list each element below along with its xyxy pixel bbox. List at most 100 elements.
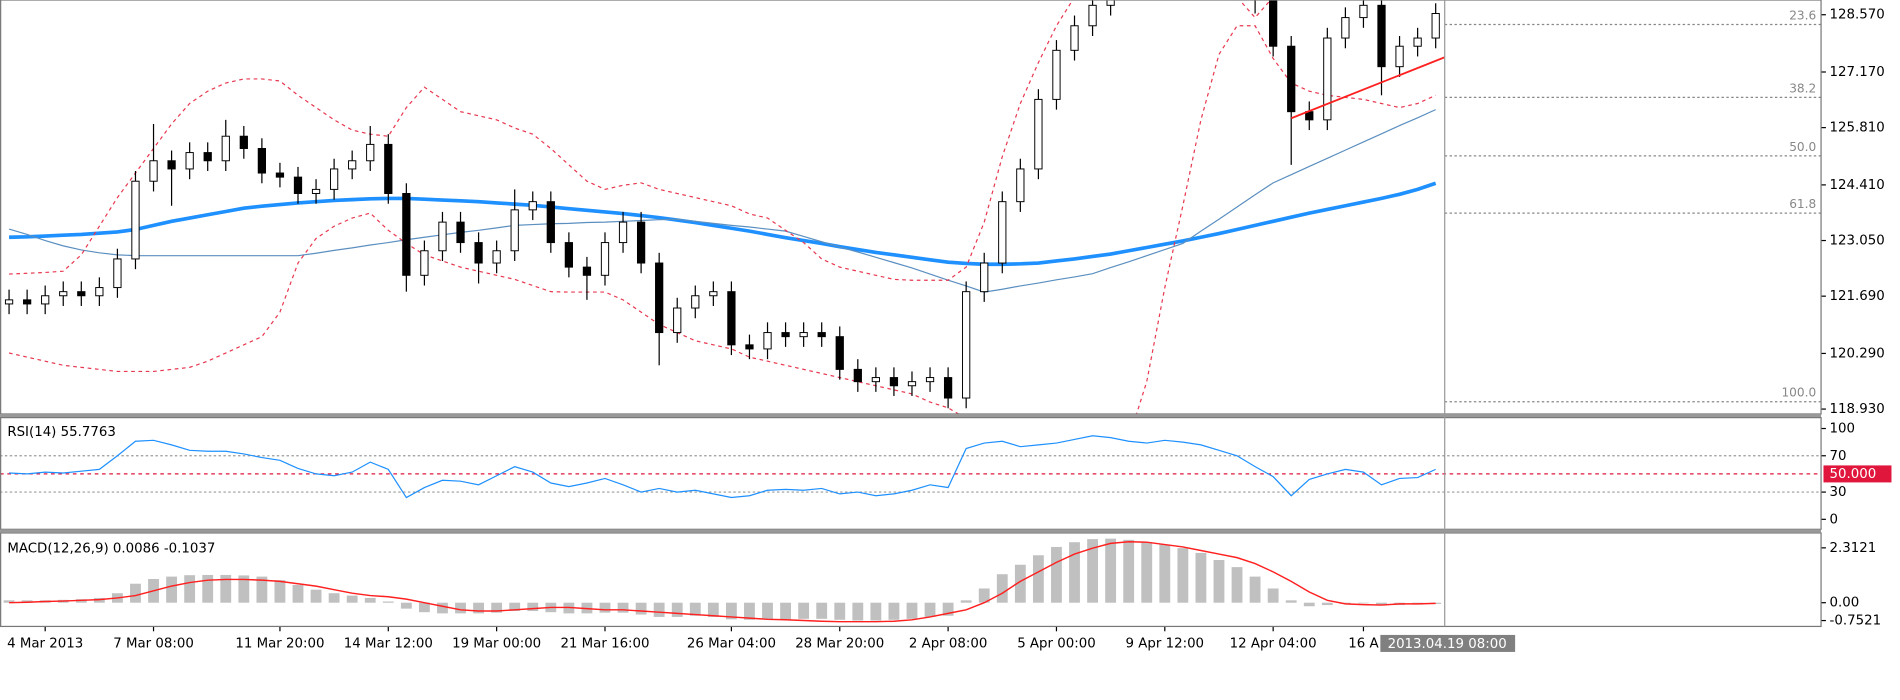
macd-bar (1303, 602, 1315, 607)
y-tick-label: 120.290 (1830, 346, 1885, 361)
candle-body (329, 168, 339, 190)
candle-body (203, 152, 212, 162)
level-label-box (1823, 465, 1892, 483)
candle-body (745, 344, 754, 350)
overlay-line (9, 0, 1272, 281)
macd-bar (1231, 567, 1243, 603)
macd-bar (1249, 576, 1261, 603)
macd-bar (617, 602, 629, 613)
macd-bar (960, 600, 972, 603)
candle-body (546, 201, 555, 244)
candle-body (655, 262, 664, 334)
candle-body (185, 152, 194, 170)
macd-bar (1195, 552, 1207, 603)
y-tick-label: 128.570 (1830, 8, 1885, 23)
macd-bar (1032, 555, 1044, 603)
macd-bar (1159, 544, 1171, 603)
candle-body (1395, 45, 1404, 68)
candle-body (1413, 37, 1422, 47)
candle-body (763, 332, 772, 350)
indicator-title: MACD(12,26,9) 0.0086 -0.1037 (7, 542, 215, 557)
y-tick-label: 100 (1830, 422, 1855, 437)
macd-bar (256, 576, 268, 603)
macd-bar (473, 602, 485, 614)
candle-body (1287, 45, 1296, 113)
candle-body (113, 258, 122, 289)
macd-bar (400, 602, 412, 609)
signal-line (9, 540, 1436, 623)
candle-body (4, 299, 14, 305)
macd-bar (978, 588, 990, 603)
macd-bar (1051, 546, 1062, 603)
x-tick-label: 9 Apr 12:00 (1126, 636, 1205, 651)
fib-label: 50.0 (1789, 140, 1816, 154)
x-tick-label: 26 Mar 04:00 (687, 636, 776, 651)
x-tick-label: 28 Mar 20:00 (795, 636, 884, 651)
candle-body (41, 295, 50, 305)
candle-body (980, 262, 989, 293)
macd-bar (1358, 602, 1369, 604)
candle-body (348, 160, 357, 170)
candle-body (366, 143, 375, 162)
y-tick-label: 70 (1830, 449, 1847, 464)
candle-body (835, 336, 844, 370)
y-tick-label: 123.050 (1830, 234, 1885, 249)
candle-body (1034, 98, 1043, 170)
macd-bar (527, 602, 539, 612)
macd-bar (310, 589, 322, 603)
macd-bar (1087, 539, 1098, 603)
y-tick-label: 124.410 (1830, 178, 1885, 193)
macd-bar (166, 576, 178, 603)
candle-body (871, 377, 880, 383)
macd-bar (364, 597, 376, 603)
candle-body (636, 221, 646, 264)
candle-body (781, 332, 790, 338)
macd-bar (816, 602, 828, 619)
macd-bar (780, 602, 791, 620)
macd-bar (274, 580, 286, 603)
y-tick-label: 118.930 (1830, 402, 1885, 417)
candle-body (1341, 17, 1350, 39)
candle-body (673, 307, 682, 334)
candle-body (384, 143, 393, 194)
macd-bar (1177, 548, 1189, 603)
macd-bar (1267, 588, 1279, 603)
y-tick-label: 30 (1830, 485, 1847, 500)
macd-bar (942, 602, 954, 616)
macd-bar (1123, 539, 1135, 603)
y-tick-label: 125.810 (1830, 121, 1885, 136)
x-tick-label: 19 Mar 00:00 (452, 636, 541, 651)
candle-body (1431, 13, 1440, 39)
candle-body (889, 377, 899, 387)
y-tick-label: 0 (1830, 512, 1839, 527)
candle-body (293, 176, 303, 194)
macd-bar (888, 602, 900, 620)
macd-bar (3, 600, 15, 603)
candle-body (492, 250, 501, 264)
fib-label: 23.6 (1789, 9, 1816, 23)
candle-body (456, 221, 465, 244)
cursor-label-box (1380, 634, 1516, 652)
cursor-label: 2013.04.19 08:00 (1388, 637, 1507, 652)
x-tick-label: 14 Mar 12:00 (344, 636, 433, 651)
candle-body (799, 332, 808, 338)
macd-bar (852, 602, 864, 621)
candle-body (95, 287, 104, 297)
candle-body (275, 172, 285, 178)
candle-body (925, 377, 935, 383)
macd-bar (834, 602, 846, 620)
candle-body (402, 193, 411, 276)
macd-bar (491, 602, 503, 613)
macd-bar (509, 602, 521, 612)
candle-body (907, 381, 917, 387)
x-tick-label: 5 Apr 00:00 (1017, 636, 1096, 651)
rsi-line (9, 435, 1436, 499)
macd-bar (707, 602, 719, 617)
panel-plot (3, 538, 1442, 623)
fib-label: 61.8 (1789, 197, 1816, 211)
y-tick-label: 0.00 (1830, 596, 1860, 611)
candle-body (221, 135, 230, 162)
macd-bar (725, 602, 737, 620)
candle-body (600, 242, 610, 276)
